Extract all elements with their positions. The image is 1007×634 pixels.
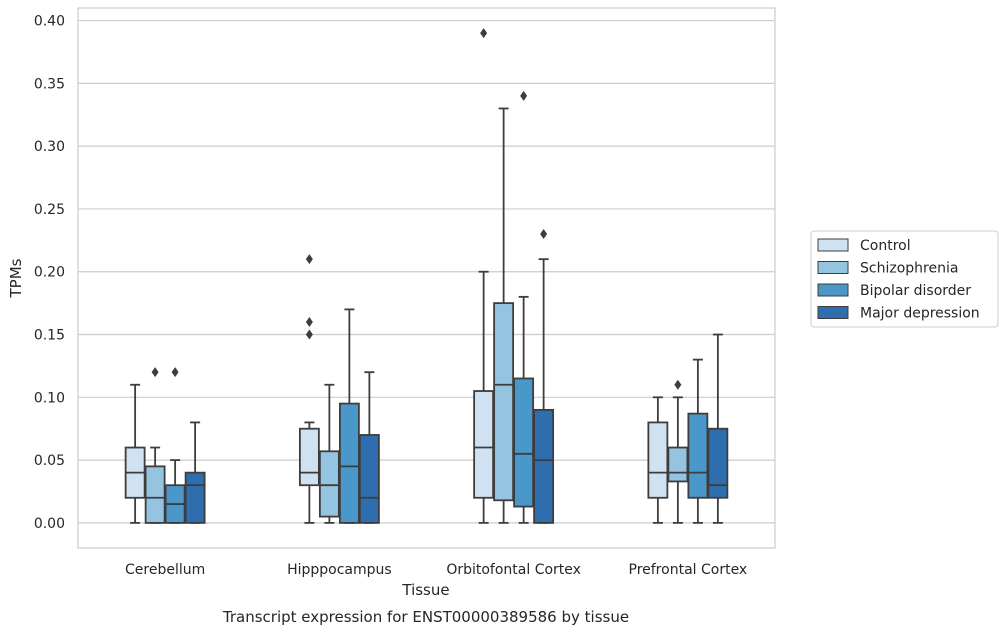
box-schizophrenia [318,383,340,524]
box-body [707,427,729,499]
box-major-depression [358,371,380,524]
y-tick-label: 0.10 [34,390,65,406]
outlier-point [540,229,548,240]
box-control [473,28,495,524]
box-schizophrenia [493,107,515,524]
box-body [358,434,380,524]
legend-label: Control [860,238,911,254]
legend-label: Schizophrenia [860,261,958,277]
box-control [298,254,320,524]
y-tick-label: 0.40 [34,14,65,30]
y-tick-label: 0.00 [34,516,65,532]
outlier-point [305,254,313,265]
box-body [338,402,360,524]
legend-frame [810,230,999,328]
box-body [647,421,669,499]
box-body [184,471,206,524]
legend-label: Bipolar disorder [860,283,971,299]
legend: Control Schizophrenia Bipolar disorder Majo… [810,230,999,328]
box-body [687,412,709,499]
box-major-depression [533,229,555,524]
x-axis-label: Tissue [401,581,449,599]
box-bipolar-disorder [164,367,186,524]
y-tick-label: 0.20 [34,265,65,281]
outlier-point [520,90,528,101]
box-body [513,377,535,508]
legend-swatch [817,306,849,319]
outlier-point [674,379,682,390]
outlier-point [171,367,179,378]
box-body [318,450,340,518]
y-tick-label: 0.15 [34,328,65,344]
y-tick-label: 0.25 [34,202,65,218]
box-major-depression [707,333,729,524]
box-major-depression [184,421,206,524]
box-body [473,390,495,499]
legend-label: Major depression [860,306,980,322]
x-tick-label: Cerebellum [125,562,205,578]
outlier-point [305,329,313,340]
chart-caption: Transcript expression for ENST0000038958… [222,608,629,626]
x-tick-label: Hipppocampus [287,562,392,578]
y-axis-label: TPMs [7,258,25,298]
box-series [124,28,729,524]
box-control [647,396,669,524]
x-tick-labels: Cerebellum Hipppocampus Orbitofontal Corte… [125,562,747,578]
y-tick-label: 0.35 [34,76,65,92]
box-bipolar-disorder [513,90,535,524]
box-bipolar-disorder [687,358,709,524]
box-control [124,383,146,524]
outlier-point [151,367,159,378]
y-tick-label: 0.05 [34,453,65,469]
box-body [533,408,555,524]
plot-frame [77,7,776,549]
box-schizophrenia [144,367,166,524]
outlier-point [480,28,488,39]
box-body [667,446,689,483]
box-schizophrenia [667,379,689,524]
x-tick-label: Orbitofontal Cortex [446,562,581,578]
box-body [298,427,320,487]
legend-swatch [817,283,849,297]
box-bipolar-disorder [338,308,360,524]
box-body [144,465,166,524]
x-tick-label: Prefrontal Cortex [629,562,748,578]
legend-swatch [817,238,849,252]
box-body [493,302,515,502]
y-tick-label: 0.30 [34,139,65,155]
y-tick-labels: 0.00 0.05 0.10 0.15 0.20 0.25 0.30 0.35 0.40 [34,14,65,532]
outlier-point [305,316,313,327]
legend-swatch [817,261,849,274]
grid-lines [78,19,775,524]
